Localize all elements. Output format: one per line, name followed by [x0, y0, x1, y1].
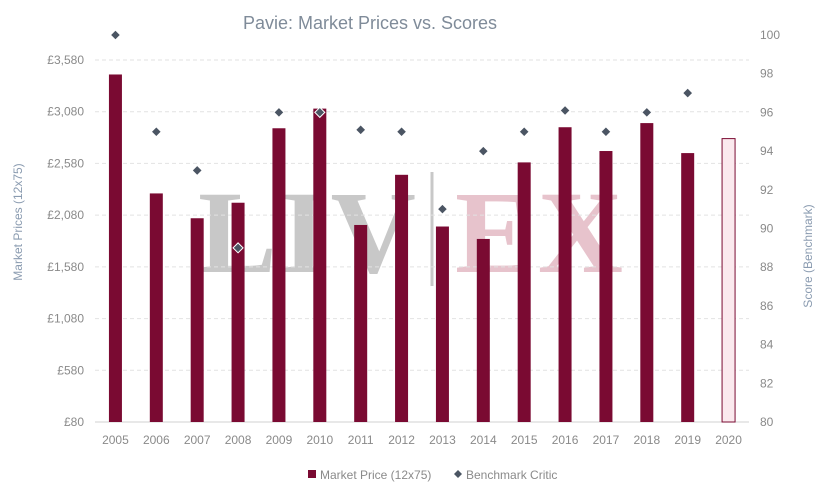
- x-tick-label: 2011: [348, 433, 374, 447]
- point-2008: [232, 242, 244, 254]
- legend: Market Price (12x75) Benchmark Critic: [308, 468, 557, 482]
- right-tick-label: 82: [760, 376, 774, 390]
- legend-label-market-price: Market Price (12x75): [320, 468, 431, 482]
- right-tick-label: 84: [760, 338, 774, 352]
- x-tick-label: 2016: [552, 433, 579, 447]
- bar-2017: [599, 151, 613, 422]
- bar-2016: [558, 127, 572, 422]
- right-tick-label: 94: [760, 144, 774, 158]
- x-tick-label: 2012: [388, 433, 415, 447]
- left-tick-label: £3,080: [47, 105, 84, 119]
- x-tick-label: 2015: [511, 433, 538, 447]
- bar-2008: [231, 202, 245, 422]
- right-tick-label: 86: [760, 299, 774, 313]
- left-tick-label: £2,580: [47, 156, 84, 170]
- bar-2014: [476, 238, 490, 422]
- x-tick-label: 2010: [306, 433, 333, 447]
- x-tick-label: 2014: [470, 433, 497, 447]
- bar-series: [108, 74, 736, 423]
- chart-title: Pavie: Market Prices vs. Scores: [243, 13, 497, 33]
- x-tick-label: 2006: [143, 433, 170, 447]
- x-tick-label: 2009: [266, 433, 293, 447]
- x-tick-label: 2017: [593, 433, 620, 447]
- watermark-left: LIV: [198, 167, 420, 298]
- left-tick-label: £2,080: [47, 208, 84, 222]
- point-2016: [559, 104, 571, 117]
- bar-2013: [435, 226, 449, 422]
- point-2017: [600, 126, 612, 138]
- left-axis-title: Market Prices (12x75): [11, 163, 25, 280]
- bar-2006: [149, 193, 163, 422]
- legend-label-benchmark: Benchmark Critic: [466, 468, 557, 482]
- x-axis-ticks: 2005 2006 2007 2008 2009 2010 2011 2012 2013 2014…: [102, 433, 742, 447]
- left-tick-label: £3,580: [47, 53, 84, 67]
- x-tick-label: 2020: [715, 433, 742, 447]
- point-2011: [354, 124, 367, 136]
- point-2018: [641, 106, 653, 119]
- right-axis-ticks: 80 82 84 86 88 90 92 94 96 98 100: [760, 28, 780, 429]
- bar-2005: [108, 74, 122, 422]
- left-tick-label: £1,580: [47, 260, 84, 274]
- x-tick-label: 2008: [225, 433, 252, 447]
- grid-lines: [95, 59, 749, 423]
- right-tick-label: 90: [760, 222, 774, 236]
- bar-2007: [190, 218, 204, 422]
- point-2019: [681, 87, 694, 99]
- point-2014: [477, 145, 490, 157]
- point-2005: [109, 29, 122, 41]
- bar-2011: [354, 224, 368, 422]
- x-tick-label: 2019: [674, 433, 701, 447]
- bar-2020: [721, 138, 736, 423]
- x-tick-label: 2018: [633, 433, 660, 447]
- bar-2015: [517, 162, 531, 422]
- bar-2010: [313, 108, 327, 423]
- bar-2012: [395, 174, 409, 422]
- right-tick-label: 98: [760, 67, 774, 81]
- point-2015: [518, 126, 530, 138]
- bar-2009: [272, 128, 286, 422]
- point-2009: [273, 106, 285, 119]
- bar-2018: [640, 123, 654, 422]
- right-axis-title: Score (Benchmark): [801, 204, 815, 307]
- x-tick-label: 2005: [102, 433, 129, 447]
- right-tick-label: 88: [760, 260, 774, 274]
- point-2012: [395, 126, 408, 138]
- bar-2019: [681, 153, 695, 423]
- left-tick-label: £80: [64, 415, 84, 429]
- point-2007: [191, 164, 203, 177]
- left-tick-label: £580: [57, 363, 84, 377]
- right-tick-label: 100: [760, 28, 780, 42]
- point-2006: [150, 126, 163, 138]
- right-tick-label: 92: [760, 183, 774, 197]
- right-tick-label: 80: [760, 415, 774, 429]
- legend-swatch-benchmark: [454, 470, 462, 478]
- x-tick-label: 2007: [184, 433, 211, 447]
- legend-swatch-market-price: [308, 470, 316, 478]
- right-tick-label: 96: [760, 105, 774, 119]
- point-2013: [436, 203, 449, 215]
- x-tick-label: 2013: [429, 433, 456, 447]
- point-2010: [314, 106, 326, 119]
- score-series: [109, 29, 694, 254]
- left-axis-ticks: £80 £580 £1,080 £1,580 £2,080 £2,580 £3,080 £3,…: [47, 53, 84, 429]
- left-tick-label: £1,080: [47, 312, 84, 326]
